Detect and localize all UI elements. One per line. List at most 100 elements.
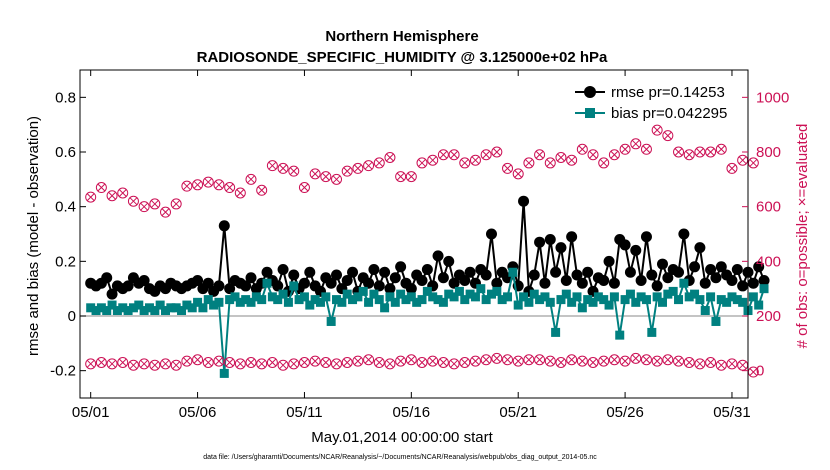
data-point [710, 272, 722, 284]
marker-circle [640, 143, 652, 155]
plot-frame [79, 69, 749, 399]
marker-circle [181, 180, 193, 192]
data-point [759, 284, 769, 294]
data-point [363, 354, 375, 366]
data-point [416, 356, 428, 368]
data-point [245, 272, 257, 284]
marker-cross [482, 150, 490, 159]
data-point [369, 289, 379, 299]
marker-cross [407, 355, 416, 364]
legend-label: bias pr=0.042295 [611, 105, 727, 122]
data-point [437, 272, 449, 284]
marker-circle [138, 358, 150, 370]
data-point [326, 316, 336, 326]
data-point [347, 266, 359, 278]
marker-cross [503, 355, 512, 364]
data-point [555, 242, 567, 254]
marker-cross [215, 357, 223, 365]
data-point [160, 358, 172, 370]
marker-cross [129, 361, 138, 370]
data-point [277, 359, 289, 371]
x-tick-label: 05/16 [393, 404, 431, 421]
data-point [513, 300, 523, 310]
data-point [640, 231, 652, 243]
data-point [663, 289, 673, 299]
data-point [636, 292, 646, 302]
marker-cross [685, 358, 694, 367]
marker-cross [257, 186, 266, 195]
data-point [476, 284, 486, 294]
data-point [171, 303, 181, 313]
marker-circle [705, 356, 717, 368]
marker-cross [225, 183, 234, 192]
marker-circle [384, 151, 396, 163]
data-point [278, 289, 288, 299]
data-point [620, 295, 630, 305]
marker-cross [728, 359, 736, 368]
data-point [555, 151, 567, 163]
data-point [144, 303, 154, 313]
data-point [555, 356, 567, 368]
data-point [385, 292, 395, 302]
marker-circle [127, 195, 139, 207]
marker-circle [245, 356, 257, 368]
marker-circle [651, 124, 663, 136]
data-point [738, 297, 748, 307]
data-point [91, 306, 101, 316]
marker-cross [161, 208, 170, 216]
marker-cross [674, 357, 683, 365]
data-point [198, 303, 208, 313]
marker-circle [384, 358, 396, 370]
marker-cross [578, 357, 587, 365]
data-point [181, 355, 193, 367]
marker-cross [696, 359, 704, 368]
data-point [706, 292, 716, 302]
data-point [449, 292, 459, 302]
data-point [363, 277, 375, 289]
data-point [662, 272, 674, 284]
data-point [576, 277, 588, 289]
data-point [662, 130, 674, 142]
marker-cross [535, 355, 544, 364]
data-point [95, 182, 107, 194]
marker-cross [311, 357, 319, 365]
marker-cross [450, 359, 458, 368]
data-point [673, 355, 685, 367]
data-point [523, 157, 535, 169]
data-point [641, 295, 651, 305]
marker-cross [172, 361, 181, 370]
marker-circle [202, 176, 214, 188]
data-point [518, 195, 530, 207]
data-point [608, 354, 620, 366]
marker-circle [608, 354, 620, 366]
data-point [674, 295, 684, 305]
data-point [289, 281, 299, 291]
data-point [373, 157, 385, 169]
marker-circle [534, 354, 546, 366]
marker-cross [567, 355, 576, 364]
marker-cross [289, 167, 298, 175]
data-point [224, 283, 236, 295]
data-point [380, 303, 390, 313]
data-point [405, 171, 417, 183]
marker-cross [97, 358, 106, 367]
marker-cross [321, 172, 330, 181]
data-point [353, 292, 363, 302]
marker-cross [183, 357, 191, 365]
data-point [138, 274, 150, 286]
marker-circle [491, 352, 503, 364]
marker-cross [172, 200, 181, 208]
marker-cross [215, 180, 223, 189]
marker-circle [331, 173, 343, 185]
marker-cross [118, 358, 127, 367]
marker-cross [525, 355, 533, 364]
data-point [540, 292, 550, 302]
data-point [583, 295, 593, 305]
data-point [608, 277, 620, 289]
y2-tick-label: 600 [756, 199, 781, 216]
marker-circle [234, 187, 246, 199]
marker-circle [85, 191, 97, 203]
data-point [412, 297, 422, 307]
data-point [352, 355, 364, 367]
marker-circle [630, 138, 642, 150]
